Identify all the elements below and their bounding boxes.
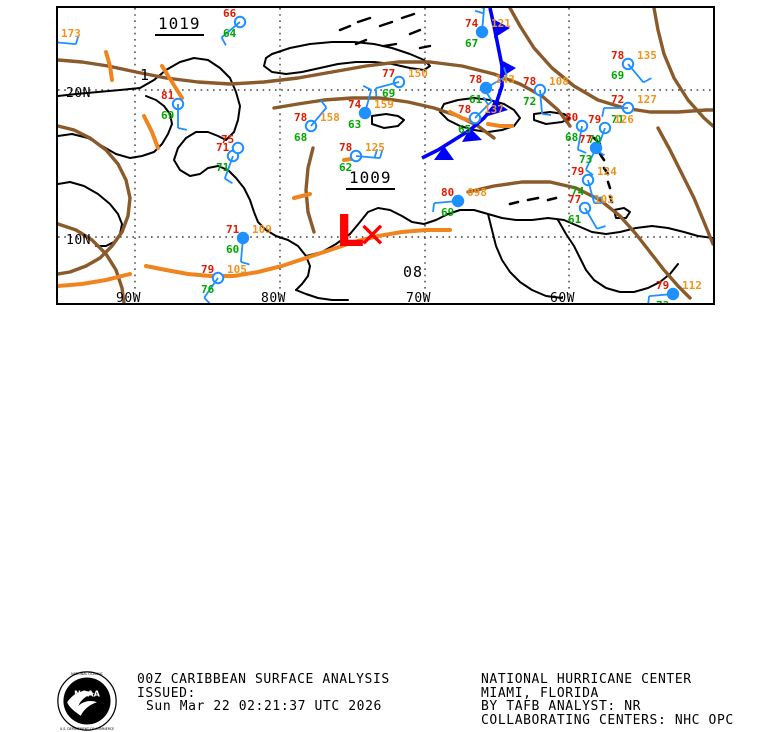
station-pressure-s07: 159 (374, 98, 394, 111)
issuing-city: MIAMI, FLORIDA (481, 687, 734, 701)
station-temperature-s04: 78 (469, 73, 482, 86)
station-plot-s22 (238, 233, 250, 265)
station-pressure-s17: 124 (597, 165, 617, 178)
station-dewpoint-s18: 61 (568, 213, 581, 226)
low-pressure-x-marker: ✕ (358, 221, 387, 251)
station-pressure-s18: 103 (594, 193, 614, 206)
station-temperature-s05: 78 (458, 103, 471, 116)
station-temperature-s09: 72 (611, 93, 624, 106)
station-temperature-s17: 79 (571, 165, 584, 178)
station-temperature-s16: 77 (579, 133, 592, 146)
station-temperature-s02: 66 (223, 7, 236, 20)
station-pressure-s06: 158 (320, 111, 340, 124)
map-text-label-1: 08 (403, 263, 423, 281)
station-pressure-s04: 143 (495, 73, 515, 86)
collaborating-centers: COLLABORATING CENTERS: NHC OPC (481, 714, 734, 728)
station-plot-s20 (173, 99, 187, 130)
station-dewpoint-s14: 68 (565, 131, 578, 144)
svg-text:U.S. DEPARTMENT OF COMMERCE: U.S. DEPARTMENT OF COMMERCE (60, 727, 114, 731)
svg-text:NATIONAL OCEANIC: NATIONAL OCEANIC (71, 672, 104, 676)
grid-label-60w: 60W (550, 291, 575, 305)
product-footer: NOAA NATIONAL OCEANIC U.S. DEPARTMENT OF… (0, 330, 760, 410)
grid-label-70w: 70W (406, 291, 431, 305)
station-temperature-s12: 78 (611, 49, 624, 62)
grid-label-20n: 20N (66, 86, 91, 101)
station-pressure-s10: 121 (491, 17, 511, 30)
station-temperature-s10: 74 (465, 17, 478, 30)
isobar-value-1019: 1019 (155, 14, 204, 36)
station-dewpoint-s22: 60 (226, 243, 239, 256)
product-title-block: 00Z CARIBBEAN SURFACE ANALYSIS ISSUED: S… (137, 673, 390, 714)
station-pressure-s05: 137 (484, 103, 504, 116)
station-temperature-s14: 80 (565, 111, 578, 124)
station-dewpoint-s11: 72 (523, 95, 536, 108)
station-temperature-s08: 78 (339, 141, 352, 154)
station-pressure-s03: 150 (408, 67, 428, 80)
station-dewpoint-s21: 71 (216, 161, 229, 174)
station-temperature-s20: 81 (161, 89, 174, 102)
issued-timestamp: Sun Mar 22 02:21:37 UTC 2026 (137, 700, 390, 714)
station-dewpoint-s06: 68 (294, 131, 307, 144)
station-dewpoint-s02: 64 (223, 27, 236, 40)
station-pressure-s09: 127 (637, 93, 657, 106)
station-plot-s18 (580, 203, 606, 229)
station-temperature-s22: 71 (226, 223, 239, 236)
station-temperature-s24: 75 (221, 133, 234, 146)
station-temperature-s15: 79 (588, 113, 601, 126)
station-pressure-s15: 126 (614, 113, 634, 126)
station-temperature-s07: 74 (348, 98, 361, 111)
issuing-center: NATIONAL HURRICANE CENTER (481, 673, 734, 687)
station-pressure-s11: 108 (549, 75, 569, 88)
station-pressure-s22: 109 (252, 223, 272, 236)
station-temperature-s06: 78 (294, 111, 307, 124)
station-pressure-s19: 112 (682, 279, 702, 292)
grid-label-90w: 90W (116, 291, 141, 305)
station-dewpoint-s12: 69 (611, 69, 624, 82)
station-temperature-s13: 80 (441, 186, 454, 199)
station-plot-s07 (360, 86, 371, 118)
grid-label-10n: 10N (66, 233, 91, 248)
station-dewpoint-s07: 63 (348, 118, 361, 131)
station-temperature-s18: 77 (568, 193, 581, 206)
station-pressure-s13: 098 (467, 186, 487, 199)
station-dewpoint-s23: 76 (201, 283, 214, 296)
trough-lines (58, 52, 512, 286)
station-plot-s12 (623, 59, 652, 83)
issued-label: ISSUED: (137, 687, 390, 701)
station-plot-s24 (233, 143, 243, 153)
noaa-logo: NOAA NATIONAL OCEANIC U.S. DEPARTMENT OF… (56, 670, 118, 732)
station-pressure-s12: 135 (637, 49, 657, 62)
station-pressure-s23: 105 (227, 263, 247, 276)
isobar-value-1009: 1009 (346, 168, 395, 190)
station-temperature-s19: 79 (656, 279, 669, 292)
station-dewpoint-s10: 67 (465, 37, 478, 50)
station-pressure-s01: 173 (61, 27, 81, 40)
noaa-logo-text: NOAA (74, 690, 101, 699)
station-temperature-s11: 78 (523, 75, 536, 88)
grid-label-80w: 80W (261, 291, 286, 305)
station-dewpoint-s08: 62 (339, 161, 352, 174)
station-dewpoint-s20: 69 (161, 109, 174, 122)
map-text-label-0: 1 (140, 66, 150, 84)
station-temperature-s23: 79 (201, 263, 214, 276)
analyst-line: BY TAFB ANALYST: NR (481, 700, 734, 714)
station-dewpoint-s13: 69 (441, 206, 454, 219)
product-title: 00Z CARIBBEAN SURFACE ANALYSIS (137, 673, 390, 687)
station-temperature-s03: 77 (382, 67, 395, 80)
station-dewpoint-s05: 65 (458, 123, 471, 136)
station-pressure-s08: 125 (365, 141, 385, 154)
issuing-office-block: NATIONAL HURRICANE CENTER MIAMI, FLORIDA… (481, 673, 734, 727)
station-dewpoint-s19: 73 (656, 299, 669, 305)
